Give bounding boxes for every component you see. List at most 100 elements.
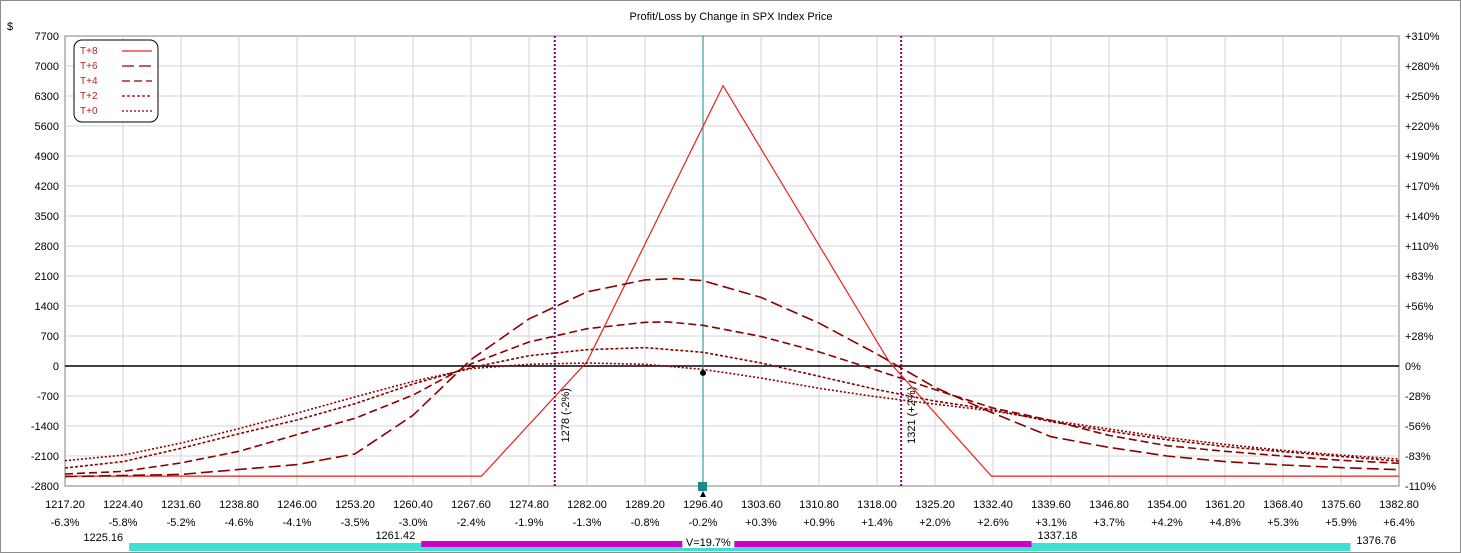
x-pct-tick-label: -4.6% xyxy=(225,517,254,529)
x-tick-label: 1368.40 xyxy=(1263,499,1303,511)
x-tick-label: 1267.60 xyxy=(451,499,491,511)
y-tick-label: 5600 xyxy=(35,121,59,133)
x-tick-label: 1296.40 xyxy=(683,499,723,511)
x-tick-label: 1289.20 xyxy=(625,499,665,511)
plot-area xyxy=(64,35,1400,487)
series-line-tplus0 xyxy=(64,362,1400,462)
x-tick-label: 1246.00 xyxy=(277,499,317,511)
chart-title: Profit/Loss by Change in SPX Index Price xyxy=(630,11,833,23)
x-pct-tick-label: -3.5% xyxy=(341,517,370,529)
vol-label: V=19.7% xyxy=(686,537,731,549)
x-pct-tick-label: +5.3% xyxy=(1267,517,1299,529)
x-tick-label: 1361.20 xyxy=(1205,499,1245,511)
x-tick-label: 1382.80 xyxy=(1379,499,1419,511)
x-pct-tick-label: +6.4% xyxy=(1383,517,1415,529)
range-label: 1261.42 xyxy=(375,530,415,542)
x-pct-tick-label: -1.9% xyxy=(515,517,544,529)
marker-label: 1278 (-2%) xyxy=(560,388,572,442)
x-tick-label: 1238.80 xyxy=(219,499,259,511)
x-pct-tick-label: -6.3% xyxy=(51,517,80,529)
legend-label: T+0 xyxy=(80,106,98,117)
legend-label: T+8 xyxy=(80,46,98,57)
y2-tick-label: +250% xyxy=(1405,91,1440,103)
y-tick-label: 700 xyxy=(41,331,59,343)
x-tick-label: 1260.40 xyxy=(393,499,433,511)
series-line-tplus4 xyxy=(64,321,1400,475)
series-line-tplus8 xyxy=(65,84,1399,477)
y-axis-label: $ xyxy=(7,21,13,33)
x-pct-tick-label: -1.3% xyxy=(573,517,602,529)
y2-tick-label: +220% xyxy=(1405,121,1440,133)
y2-tick-label: -110% xyxy=(1405,481,1436,493)
x-tick-label: 1310.80 xyxy=(799,499,839,511)
x-pct-tick-label: +3.7% xyxy=(1093,517,1125,529)
current-price-caret xyxy=(700,491,706,497)
x-pct-tick-label: +2.0% xyxy=(919,517,951,529)
y-tick-label: 2800 xyxy=(35,241,59,253)
x-tick-label: 1224.40 xyxy=(103,499,143,511)
y-tick-label: -2800 xyxy=(31,481,59,493)
x-tick-label: 1339.60 xyxy=(1031,499,1071,511)
x-pct-tick-label: +0.9% xyxy=(803,517,835,529)
y2-tick-label: -56% xyxy=(1405,421,1431,433)
x-tick-label: 1274.80 xyxy=(509,499,549,511)
y-tick-label: 0 xyxy=(53,361,59,373)
x-tick-label: 1375.60 xyxy=(1321,499,1361,511)
y2-tick-label: 0% xyxy=(1405,361,1421,373)
x-tick-label: 1354.00 xyxy=(1147,499,1187,511)
x-pct-tick-label: -3.0% xyxy=(399,517,428,529)
x-pct-tick-label: -2.4% xyxy=(457,517,486,529)
y2-tick-label: +56% xyxy=(1405,301,1434,313)
x-tick-label: 1231.60 xyxy=(161,499,201,511)
x-tick-label: 1253.20 xyxy=(335,499,375,511)
x-pct-tick-label: -5.2% xyxy=(167,517,196,529)
x-pct-tick-label: +2.6% xyxy=(977,517,1009,529)
x-pct-tick-label: -4.1% xyxy=(283,517,312,529)
y2-tick-label: +170% xyxy=(1405,181,1440,193)
y-tick-label: -2100 xyxy=(31,451,59,463)
vol-label-bg xyxy=(682,537,735,548)
x-tick-label: 1318.00 xyxy=(857,499,897,511)
x-tick-label: 1346.80 xyxy=(1089,499,1129,511)
x-pct-tick-label: +0.3% xyxy=(745,517,777,529)
current-point xyxy=(700,369,706,376)
legend-label: T+4 xyxy=(80,76,98,87)
legend-box xyxy=(73,39,159,123)
x-pct-tick-label: +4.2% xyxy=(1151,517,1183,529)
x-tick-label: 1282.00 xyxy=(567,499,607,511)
x-pct-tick-label: +1.4% xyxy=(861,517,893,529)
x-pct-tick-label: -5.8% xyxy=(109,517,138,529)
x-tick-label: 1325.20 xyxy=(915,499,955,511)
y2-tick-label: +190% xyxy=(1405,151,1440,163)
y-tick-label: 4900 xyxy=(35,151,59,163)
y-tick-label: 3500 xyxy=(35,211,59,223)
y2-tick-label: -83% xyxy=(1405,451,1431,463)
y2-tick-label: +310% xyxy=(1405,31,1440,43)
x-pct-tick-label: +5.9% xyxy=(1325,517,1357,529)
y2-tick-label: -28% xyxy=(1405,391,1431,403)
x-tick-label: 1217.20 xyxy=(45,499,85,511)
y-tick-label: 2100 xyxy=(35,271,59,283)
x-pct-tick-label: -0.2% xyxy=(689,517,718,529)
legend-label: T+2 xyxy=(80,91,98,102)
y-tick-label: 4200 xyxy=(35,181,59,193)
x-tick-label: 1303.60 xyxy=(741,499,781,511)
range-label: 1225.16 xyxy=(83,532,123,544)
series-line-tplus2 xyxy=(64,346,1400,469)
legend-label: T+6 xyxy=(80,61,98,72)
y-tick-label: 7700 xyxy=(35,31,59,43)
y2-tick-label: +83% xyxy=(1405,271,1434,283)
y-tick-label: 6300 xyxy=(35,91,59,103)
y2-tick-label: +280% xyxy=(1405,61,1440,73)
y2-tick-label: +28% xyxy=(1405,331,1434,343)
y-tick-label: -1400 xyxy=(31,421,59,433)
series-line-tplus6 xyxy=(64,277,1400,478)
y2-tick-label: +140% xyxy=(1405,211,1440,223)
y2-tick-label: +110% xyxy=(1405,241,1439,253)
x-pct-tick-label: +4.8% xyxy=(1209,517,1241,529)
range-label: 1376.76 xyxy=(1356,535,1396,547)
current-price-square xyxy=(698,482,707,491)
x-pct-tick-label: +3.1% xyxy=(1035,517,1067,529)
range-label: 1337.18 xyxy=(1038,530,1078,542)
